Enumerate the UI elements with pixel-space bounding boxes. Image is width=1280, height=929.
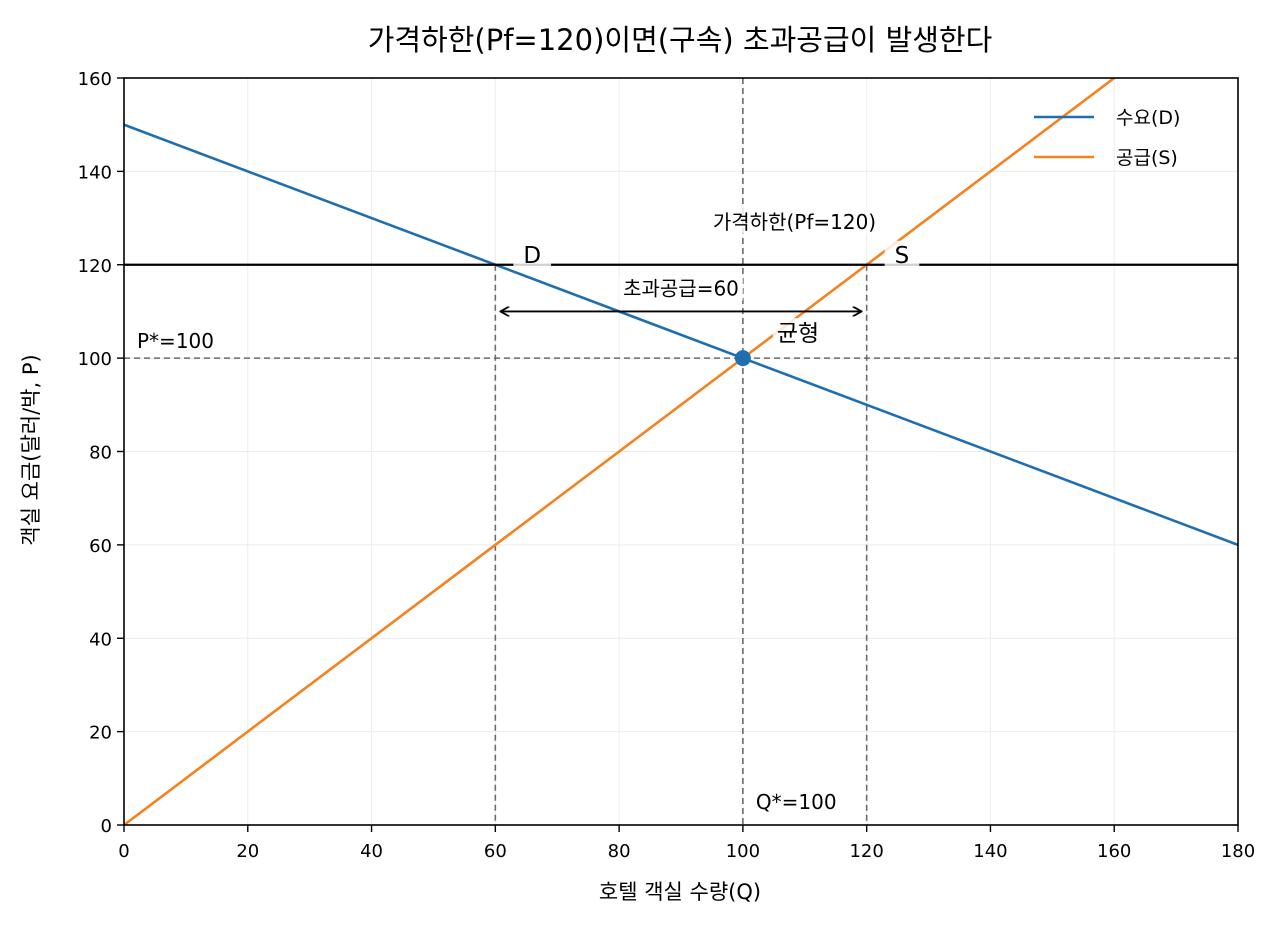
quantity-supplied-label-bg xyxy=(884,240,920,269)
equilibrium-price-label-bg xyxy=(133,327,218,354)
x-tick-label: 180 xyxy=(1221,841,1255,862)
legend: 수요(D) 공급(S) xyxy=(1034,107,1180,169)
equilibrium-label-bg xyxy=(772,318,824,347)
x-tick-label: 20 xyxy=(236,841,259,862)
x-tick-label: 160 xyxy=(1097,841,1131,862)
series-lines xyxy=(124,78,1238,825)
y-tick-label: 80 xyxy=(89,443,112,464)
legend-label-1: 공급(S) xyxy=(1116,147,1178,169)
equilibrium-label-group: 균형 xyxy=(772,318,824,347)
quantity-demanded-label-bg xyxy=(513,240,552,269)
chart-title: 가격하한(Pf=120)이면(구속) 초과공급이 발생한다 xyxy=(368,23,993,57)
y-tick-label: 140 xyxy=(78,162,112,183)
y-tick-label: 60 xyxy=(89,536,112,557)
excess-supply-label-bg xyxy=(619,276,743,301)
price-floor-label-bg xyxy=(708,207,881,234)
x-tick-label: 60 xyxy=(484,841,507,862)
price-floor-label-group: 가격하한(Pf=120) xyxy=(708,207,881,234)
x-axis-label: 호텔 객실 수량(Q) xyxy=(599,880,761,904)
quantity-supplied-label-group: S xyxy=(884,240,920,269)
x-tick-label: 40 xyxy=(360,841,383,862)
excess-supply-label-group: 초과공급=60 xyxy=(619,276,743,301)
equilibrium-quantity-label-bg xyxy=(751,788,841,814)
annotations: 가격하한(Pf=120) D S 초과공급=60 균형 P*=100 Q*=100 xyxy=(133,207,920,814)
x-tick-label: 140 xyxy=(973,841,1007,862)
excess-supply-label: 초과공급=60 xyxy=(623,276,739,300)
equilibrium-quantity-label: Q*=100 xyxy=(756,790,837,814)
price-floor-label: 가격하한(Pf=120) xyxy=(713,210,876,234)
x-tick-label: 120 xyxy=(849,841,883,862)
quantity-demanded-label-group: D xyxy=(513,240,552,269)
quantity-demanded-label: D xyxy=(523,243,541,269)
y-tick-label: 20 xyxy=(89,723,112,744)
y-tick-label: 100 xyxy=(78,349,112,370)
axes: 0 20 40 60 80 100 120 140 160 180 0 20 40 60 80 100 120 1… xyxy=(78,69,1256,862)
supply-line xyxy=(124,78,1117,825)
equilibrium-price-label-group: P*=100 xyxy=(133,327,218,354)
equilibrium-label: 균형 xyxy=(777,321,819,347)
equilibrium-quantity-label-group: Q*=100 xyxy=(751,788,841,814)
y-tick-label: 40 xyxy=(89,629,112,650)
demand-line xyxy=(124,123,1238,547)
y-tick-label: 120 xyxy=(78,256,112,277)
y-tick-label: 160 xyxy=(78,69,112,90)
x-tick-label: 0 xyxy=(118,841,129,862)
quantity-supplied-label: S xyxy=(895,243,910,269)
y-tick-label: 0 xyxy=(101,816,112,837)
equilibrium-price-label: P*=100 xyxy=(137,329,214,353)
y-axis-label: 객실 요금(달러/박, P) xyxy=(19,354,43,545)
equilibrium-point xyxy=(734,350,751,367)
x-tick-label: 100 xyxy=(726,841,760,862)
x-tick-label: 80 xyxy=(608,841,631,862)
legend-label-0: 수요(D) xyxy=(1116,107,1180,129)
